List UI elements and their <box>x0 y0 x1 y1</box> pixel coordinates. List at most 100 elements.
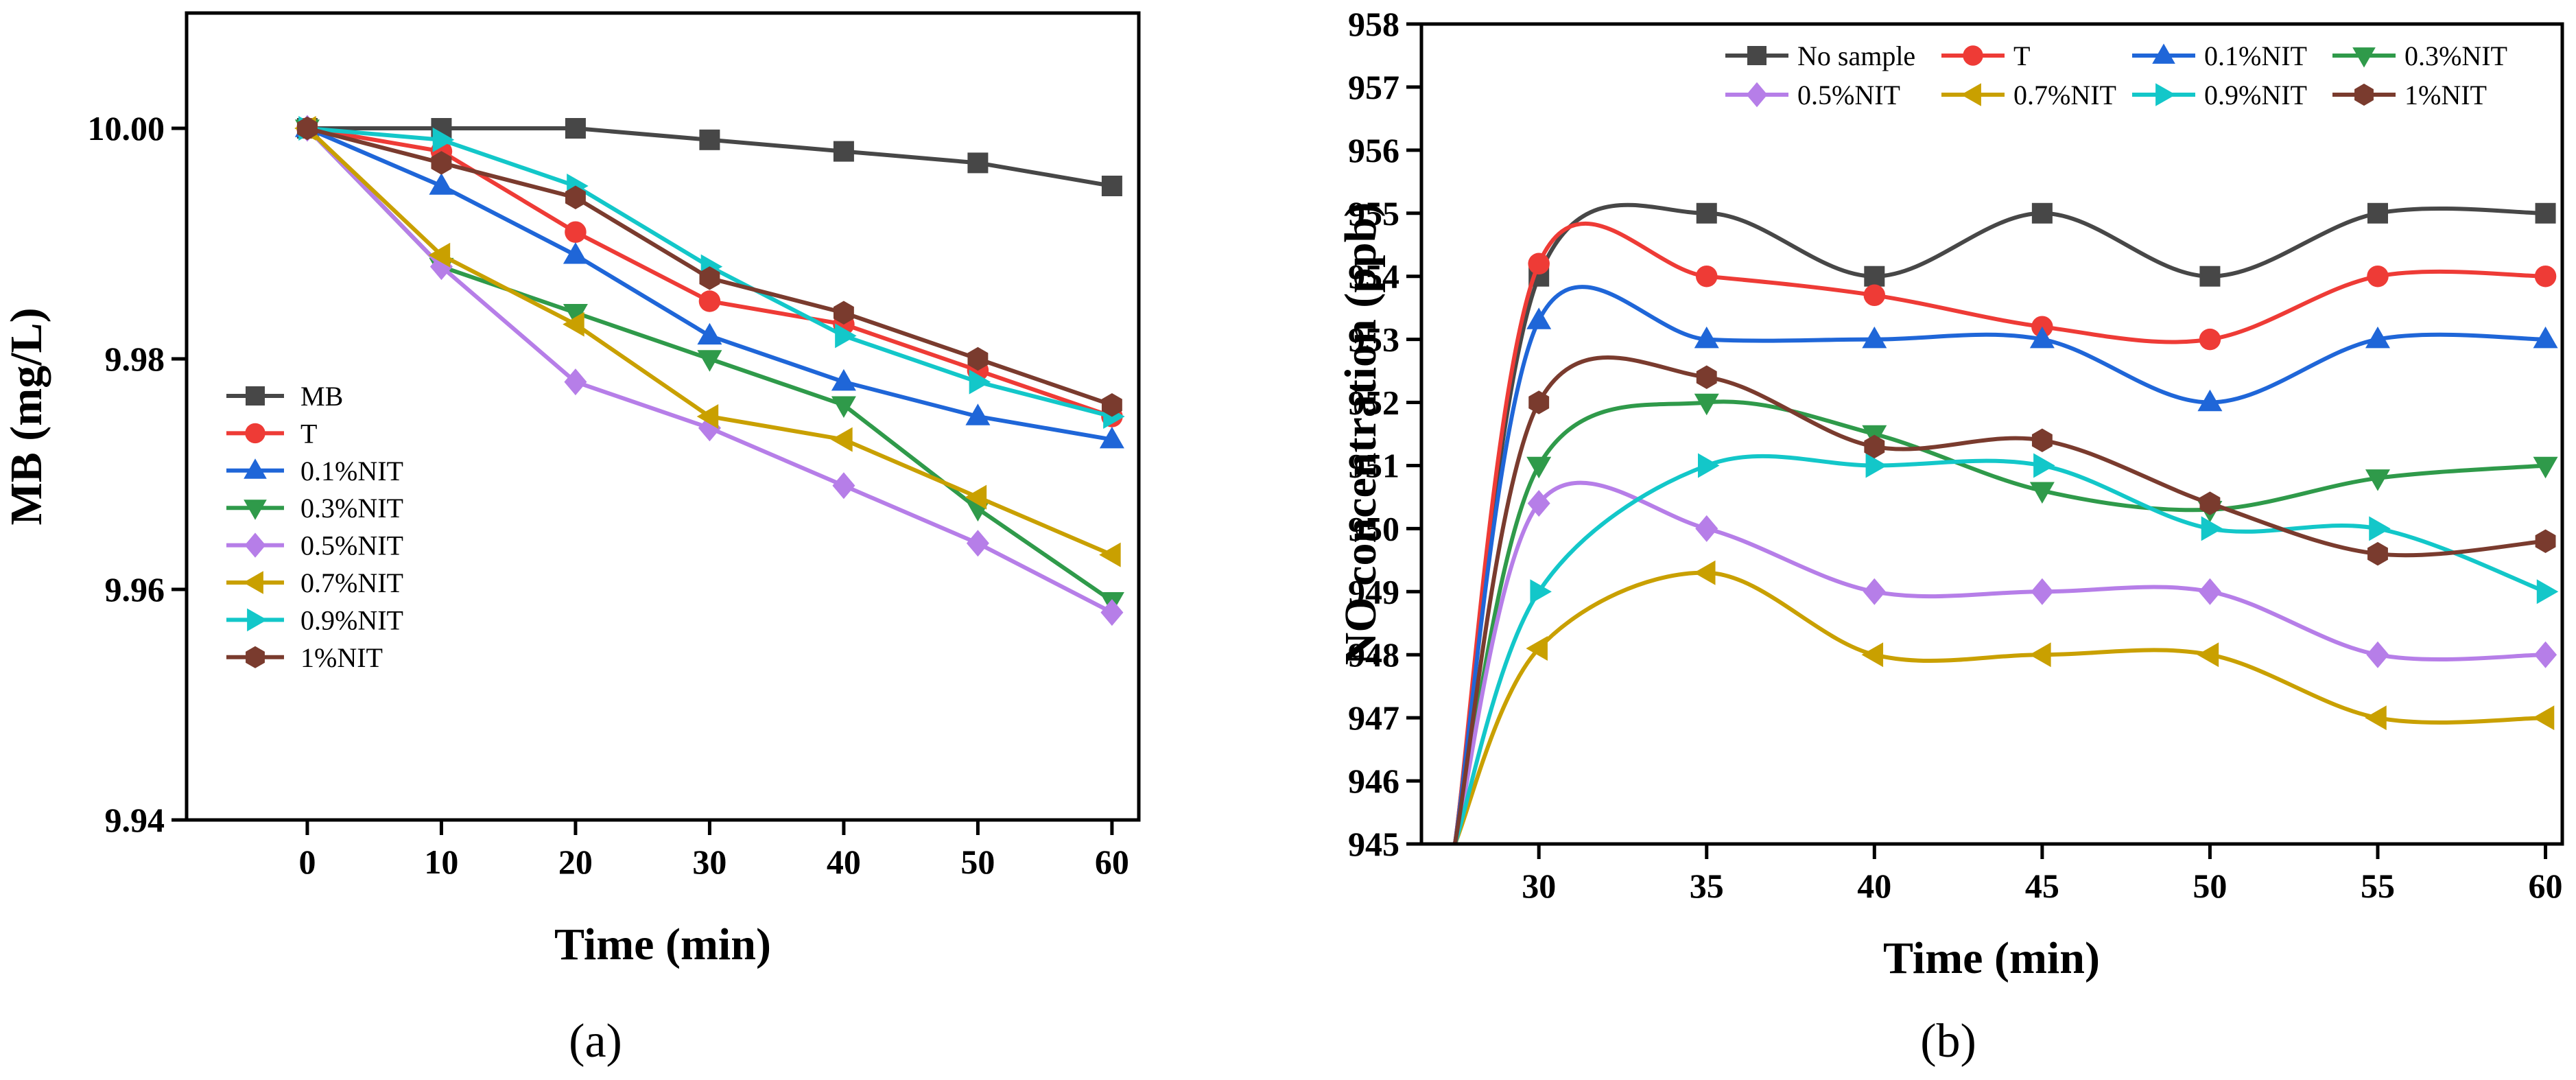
b-y-tick-label: 956 <box>1348 131 1399 169</box>
a-x-tick-label: 60 <box>1095 843 1129 881</box>
b-y-tick-label: 955 <box>1348 194 1399 233</box>
a-point-0-7pctnit <box>965 484 987 510</box>
a-x-tick-label: 30 <box>692 843 726 881</box>
panel-a-legend-marker <box>244 532 266 558</box>
a-point-1pctnit <box>967 347 989 371</box>
b-point-0-5pctnit <box>1527 490 1550 517</box>
a-point-1pctnit <box>1101 392 1122 417</box>
b-point-0-9pctnit <box>2536 579 2559 604</box>
b-point-0-1pctnit <box>2197 389 2223 412</box>
b-point-0-7pctnit <box>1526 636 1548 661</box>
a-point-mb <box>967 152 989 174</box>
b-point-t <box>2534 265 2557 287</box>
b-point-0-5pctnit <box>2366 641 2389 668</box>
b-point-1pctnit <box>2031 428 2053 452</box>
panel-b-legend-marker <box>2352 47 2376 68</box>
b-point-0-3pctnit <box>1694 393 1719 416</box>
b-point-1pctnit <box>2535 529 2556 554</box>
a-point-mb <box>833 141 854 162</box>
a-x-tick-label: 40 <box>827 843 861 881</box>
panel-b-legend-label: 0.9%NIT <box>2204 80 2307 110</box>
a-point-0-3pctnit <box>563 304 588 326</box>
a-series-mb <box>296 118 1122 196</box>
panel-a-legend-entry: 0.3%NIT <box>226 493 403 524</box>
b-point-1pctnit <box>2367 541 2388 566</box>
a-x-tick-label: 10 <box>424 843 458 881</box>
panel-a-plot-area <box>294 115 1125 626</box>
panel-b-legend-marker <box>1961 83 1981 106</box>
panel-a-y-axis-title: MB (mg/L) <box>1 307 51 525</box>
a-point-t <box>565 221 587 243</box>
a-point-1pctnit <box>565 185 586 210</box>
panel-b-legend-label: T <box>2013 40 2030 71</box>
b-y-tick-label: 949 <box>1348 572 1399 611</box>
panel-b-legend-marker <box>2152 43 2175 64</box>
a-point-0-1pctnit <box>697 322 722 345</box>
panel-b-plot-area <box>1452 202 2559 844</box>
panel-b-axes: 30 35 40 45 50 55 60 945 946 947 948 949 950 951 952 95… <box>1348 5 2563 905</box>
panel-a-legend-marker <box>243 571 263 594</box>
b-point-0-1pctnit <box>1526 307 1552 329</box>
b-point-0-1pctnit <box>2029 326 2055 349</box>
panel-b-y-axis-title: NO concentration (ppb) <box>1336 202 1386 666</box>
a-x-tick-label: 0 <box>298 843 316 881</box>
a-point-0-3pctnit <box>697 350 722 372</box>
a-point-1pctnit <box>833 301 854 325</box>
b-point-0-9pctnit <box>2369 516 2391 541</box>
b-y-tick-label: 957 <box>1348 68 1399 106</box>
a-series-1pctnit <box>297 116 1122 417</box>
b-point-0-1pctnit <box>2365 326 2390 349</box>
a-point-0-5pctnit <box>966 530 989 557</box>
b-point-t <box>1528 253 1550 275</box>
b-series-0-5pctnit <box>1452 480 2557 844</box>
b-point-t <box>1696 265 1718 287</box>
b-point-0-5pctnit <box>2031 578 2054 605</box>
b-point-no-sample <box>1864 266 1885 287</box>
b-series-1pctnit <box>1452 355 2556 844</box>
b-point-0-9pctnit <box>2201 516 2223 541</box>
b-series-0-1pctnit <box>1452 285 2558 844</box>
b-point-0-3pctnit <box>2029 482 2055 504</box>
a-x-tick-label: 50 <box>960 843 995 881</box>
panel-b-legend-entry: 0.1%NIT <box>2132 40 2307 71</box>
b-line-t <box>1452 222 2546 844</box>
panel-a-legend-marker <box>245 423 265 444</box>
a-y-tick-label: 10.00 <box>88 109 165 148</box>
panel-b-caption: (b) <box>1920 1015 1976 1068</box>
b-x-tick-label: 35 <box>1690 867 1724 905</box>
a-point-0-9pctnit <box>969 369 991 395</box>
a-point-0-1pctnit <box>831 368 856 391</box>
b-point-no-sample <box>2031 202 2053 224</box>
panel-b-legend-label: 0.7%NIT <box>2013 80 2116 110</box>
b-point-0-7pctnit <box>1861 642 1884 668</box>
b-point-t <box>2199 328 2221 351</box>
panel-a-legend-entry: T <box>226 418 317 449</box>
panel-b-legend-entry: T <box>1941 40 2030 71</box>
b-y-tick-label: 952 <box>1348 384 1399 422</box>
b-point-0-5pctnit <box>2198 578 2221 605</box>
b-y-tick-label: 951 <box>1348 446 1399 484</box>
b-y-tick-label: 948 <box>1348 635 1399 674</box>
panel-a-legend-marker <box>247 608 268 632</box>
panel-b-legend-label: No sample <box>1797 40 1915 71</box>
panel-a-legend-entry: 1%NIT <box>226 642 383 673</box>
panel-a-legend-label: MB <box>300 381 343 412</box>
panel-a: 0 10 20 30 40 50 60 9.94 9.96 9.98 10.00 Time (min… <box>1 11 1141 1068</box>
a-point-0-5pctnit <box>564 368 587 396</box>
a-point-0-1pctnit <box>965 403 991 425</box>
a-point-mb <box>565 118 586 139</box>
a-point-0-7pctnit <box>1099 542 1121 567</box>
a-y-tick-label: 9.94 <box>105 801 165 839</box>
b-point-0-9pctnit <box>1865 453 1888 478</box>
b-point-0-5pctnit <box>1695 515 1718 542</box>
b-point-no-sample <box>1696 202 1717 224</box>
b-point-no-sample <box>2199 266 2221 287</box>
b-point-no-sample <box>2535 202 2556 224</box>
panel-b-legend-marker <box>2354 83 2374 106</box>
panel-b-legend-entry: 1%NIT <box>2332 80 2487 110</box>
b-line-0-3pctnit <box>1452 399 2546 844</box>
a-point-0-5pctnit <box>832 472 855 500</box>
a-x-tick-label: 20 <box>558 843 593 881</box>
panel-b-legend-label: 0.1%NIT <box>2204 40 2307 71</box>
b-x-tick-label: 30 <box>1522 867 1556 905</box>
